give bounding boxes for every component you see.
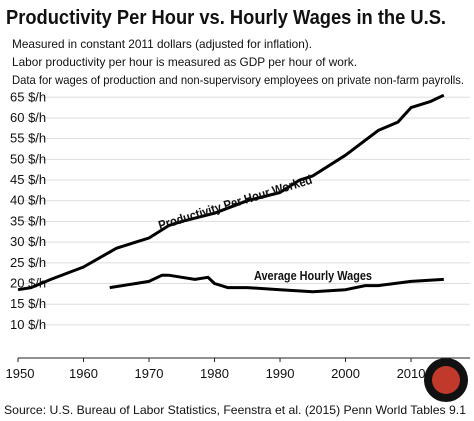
- y-tick-label: 30 $/h: [10, 234, 46, 249]
- x-tick-label: 1950: [6, 366, 35, 381]
- y-tick-label: 35 $/h: [10, 213, 46, 228]
- y-tick-label: 65 $/h: [10, 89, 46, 104]
- subtitle: Measured in constant 2011 dollars (adjus…: [12, 37, 312, 51]
- subtitle: Data for wages of production and non-sup…: [12, 73, 464, 87]
- y-tick-label: 20 $/h: [10, 276, 46, 291]
- x-tick-label: 2010: [397, 366, 426, 381]
- subtitle: Labor productivity per hour is measured …: [12, 55, 357, 69]
- x-tick-label: 1960: [69, 366, 98, 381]
- y-tick-label: 40 $/h: [10, 193, 46, 208]
- y-tick-label: 45 $/h: [10, 172, 46, 187]
- x-tick-label: 1970: [135, 366, 164, 381]
- x-tick-label: 1990: [266, 366, 295, 381]
- series-label: Average Hourly Wages: [254, 268, 372, 283]
- logo: [424, 358, 468, 402]
- line: [109, 273, 444, 294]
- line: [17, 93, 445, 292]
- y-tick-label: 50 $/h: [10, 151, 46, 166]
- x-tick-label: 1980: [200, 366, 229, 381]
- y-tick-label: 55 $/h: [10, 131, 46, 146]
- y-tick-label: 10 $/h: [10, 317, 46, 332]
- y-tick-label: 25 $/h: [10, 255, 46, 270]
- source: Source: U.S. Bureau of Labor Statistics,…: [4, 403, 466, 417]
- x-tick-label: 2000: [331, 366, 360, 381]
- chart-title: Productivity Per Hour vs. Hourly Wages i…: [6, 7, 446, 29]
- y-tick-label: 60 $/h: [10, 110, 46, 125]
- y-tick-label: 15 $/h: [10, 296, 46, 311]
- series-label: Productivity Per Hour Worked: [156, 172, 313, 233]
